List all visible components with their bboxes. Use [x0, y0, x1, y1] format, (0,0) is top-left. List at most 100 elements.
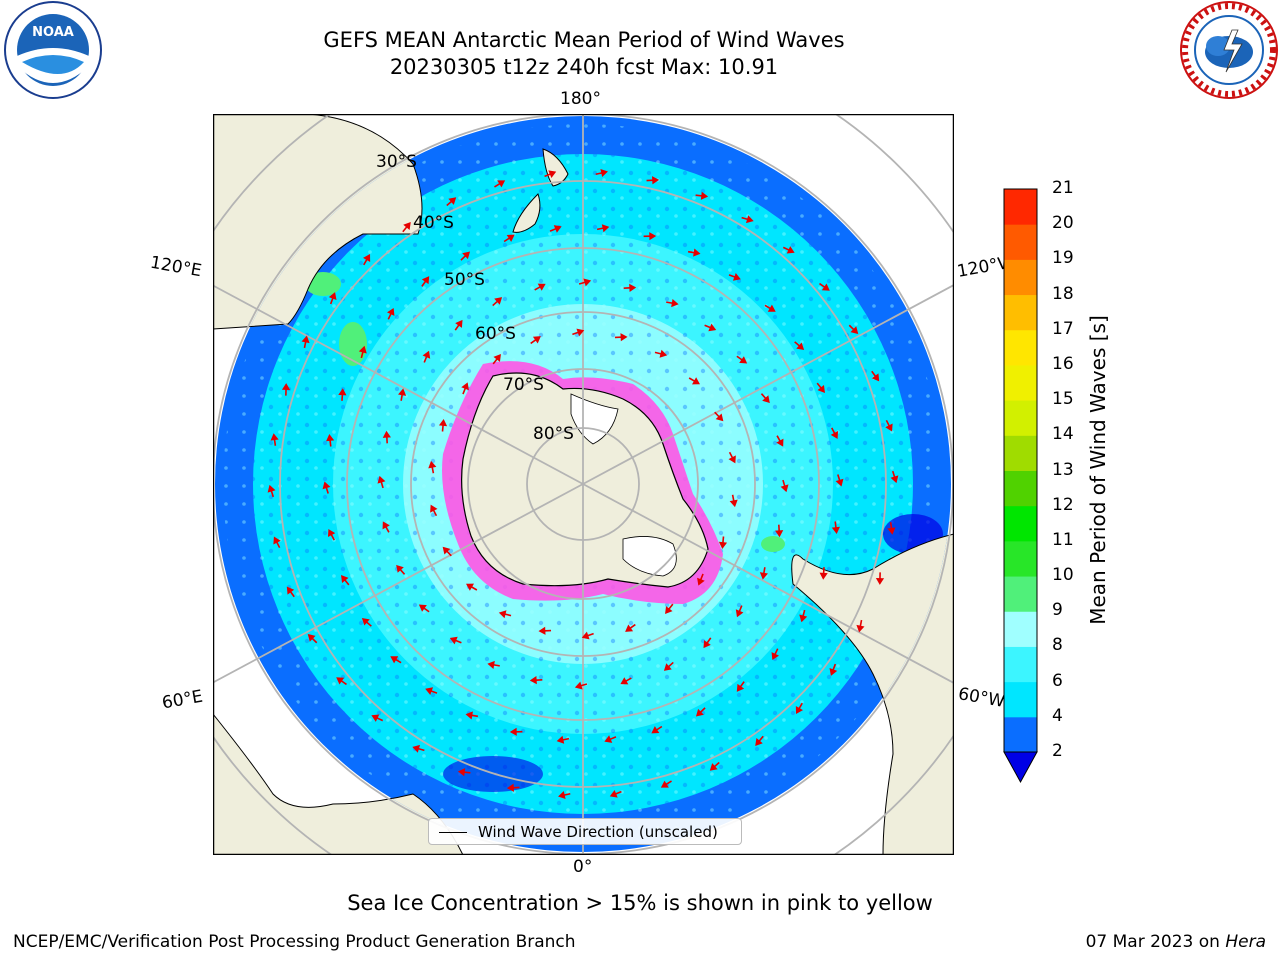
legend-line-swatch — [439, 832, 467, 833]
wave-arrow-head — [497, 180, 506, 188]
wave-arrow-head — [651, 726, 660, 734]
wave-direction-arrows — [267, 169, 899, 799]
lon-label-0: 0° — [573, 857, 593, 877]
wave-arrow-head — [455, 319, 463, 328]
wave-arrow-head — [461, 382, 469, 391]
legend-label: Wind Wave Direction (unscaled) — [478, 823, 718, 841]
colorbar-segment — [1004, 329, 1037, 366]
colorbar-tick-label: 2 — [1052, 741, 1063, 761]
wave-arrow-head — [307, 634, 316, 642]
wave-arrow-head — [729, 499, 738, 508]
wave-arrow-head — [663, 663, 672, 671]
wave-arrow-head — [745, 215, 754, 224]
wave-arrow-head — [835, 478, 844, 487]
lon-label-120e: 120°E — [148, 252, 204, 282]
colorbar-tick-label: 10 — [1052, 565, 1074, 586]
footer-credit: NCEP/EMC/Verification Post Processing Pr… — [13, 932, 576, 952]
wave-arrow-head — [762, 395, 770, 404]
wave-arrow-head — [556, 735, 565, 744]
colorbar-tick-label: 12 — [1052, 494, 1074, 515]
colorbar-segment — [1004, 611, 1037, 647]
wave-arrow-head — [506, 234, 515, 242]
wave-arrow-head — [709, 763, 718, 771]
colorbar-tick-label: 14 — [1052, 424, 1074, 445]
wave-arrow-head — [850, 326, 859, 334]
wave-arrow-head — [396, 564, 404, 573]
map-panel — [212, 113, 955, 856]
colorbar-tick-label: 16 — [1052, 353, 1074, 374]
lat-label-50s: 50°S — [444, 270, 485, 290]
wave-arrow-head — [466, 583, 474, 591]
wave-arrow-head — [620, 333, 628, 342]
colorbar-tick-label: 15 — [1052, 389, 1074, 410]
colorbar-segment — [1004, 364, 1037, 401]
colorbar-segment — [1004, 224, 1037, 260]
wave-arrow-head — [462, 251, 471, 260]
wave-arrow-head — [382, 521, 390, 530]
wave-arrow-head — [649, 232, 657, 241]
map-frame — [212, 113, 955, 856]
wave-arrow-head — [601, 224, 610, 233]
wave-arrow-head — [759, 572, 768, 580]
polar-map — [212, 113, 955, 856]
wave-arrow-head — [831, 526, 840, 534]
wave-arrow-head — [403, 222, 411, 230]
wave-arrow-head — [604, 735, 613, 743]
colorbar-tick-label: 11 — [1052, 529, 1074, 550]
wave-arrow-head — [457, 768, 466, 777]
wave-arrow-head — [755, 738, 763, 746]
sea-ice-note: Sea Ice Concentration > 15% is shown in … — [347, 891, 933, 915]
lon-label-60e: 60°E — [160, 686, 205, 714]
wave-arrow-head — [558, 790, 566, 799]
wave-arrow-head — [708, 323, 717, 332]
wave-arrow-head — [829, 667, 838, 676]
colorbar-segment — [1004, 400, 1037, 436]
colorbar-segment — [1004, 470, 1037, 507]
wave-arrow-head — [796, 342, 805, 351]
noaa-logo: NOAA — [4, 1, 102, 99]
colorbar-tick-label: 20 — [1052, 213, 1074, 234]
colorbar-tick-label: 19 — [1052, 248, 1074, 269]
wave-arrow-head — [885, 423, 893, 432]
wave-arrow-head — [548, 170, 557, 179]
wave-arrow-head — [799, 614, 808, 623]
wave-arrow-head — [786, 246, 795, 254]
wave-arrow-head — [581, 631, 590, 640]
colorbar-segment — [1004, 505, 1037, 542]
wave-arrow-head — [652, 176, 660, 185]
wave-arrow-head — [771, 652, 779, 661]
colorbar-extend-triangle — [1003, 751, 1038, 784]
wave-arrow-head — [715, 413, 724, 422]
wave-arrow-head — [659, 349, 668, 358]
wave-arrow-head — [875, 577, 885, 585]
wave-arrow-head — [538, 626, 546, 635]
wave-arrow-head — [871, 373, 880, 382]
colorbar-segment — [1004, 646, 1037, 683]
wave-arrow-head — [421, 276, 430, 285]
colorbar-segment — [1004, 576, 1037, 612]
colorbar-tick-label: 21 — [1052, 178, 1074, 198]
chart-title: GEFS MEAN Antarctic Mean Period of Wind … — [323, 28, 845, 52]
wave-arrow-head — [322, 481, 331, 490]
footer-machine: Hera — [1225, 932, 1266, 952]
colorbar-segment — [1004, 259, 1037, 296]
wave-arrow-head — [338, 388, 347, 396]
wave-arrow-head — [890, 475, 899, 484]
footer-date-text: 07 Mar 2023 on — [1085, 932, 1226, 952]
colorbar-segment — [1004, 716, 1037, 753]
land-antarctica — [461, 372, 709, 588]
colorbar — [1003, 188, 1038, 784]
wave-arrow-head — [412, 744, 421, 753]
wave-arrow-head — [363, 253, 371, 262]
wave-arrow-head — [442, 546, 451, 555]
wave-arrow-head — [273, 536, 281, 545]
wave-arrow-head — [600, 169, 608, 178]
wave-arrow-head — [267, 484, 276, 493]
colorbar-label: Mean Period of Wind Waves [s] — [1086, 315, 1110, 625]
wave-arrow-head — [286, 586, 295, 595]
wave-arrow-head — [328, 292, 337, 301]
wave-arrow-head — [449, 636, 458, 645]
wave-arrow-head — [532, 336, 541, 344]
wave-arrow-head — [382, 430, 391, 438]
wave-arrow-head — [326, 434, 335, 442]
